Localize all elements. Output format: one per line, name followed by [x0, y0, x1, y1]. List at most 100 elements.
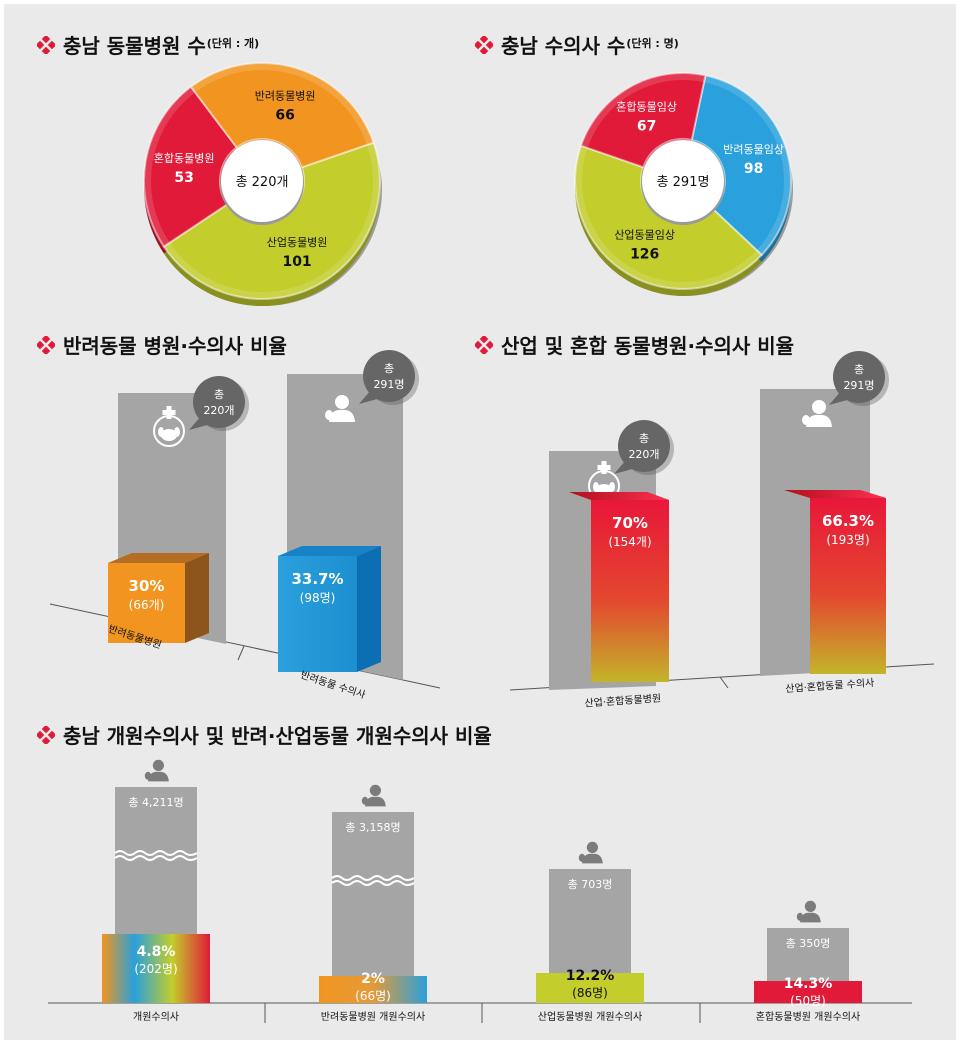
- section-title-text: 반려동물 병원·수의사 비율: [63, 334, 287, 358]
- section-title-text: 충남 개원수의사 및 반려·산업동물 개원수의사 비율: [63, 724, 492, 748]
- vet-head-icon: [335, 395, 349, 409]
- speech-bubble: [833, 351, 885, 403]
- vet-pet-icon: [802, 415, 810, 425]
- donut-slice-value: 101: [282, 254, 311, 270]
- section-unit-text: (단위 : 명): [626, 37, 679, 50]
- bar-count-label: (154개): [608, 535, 651, 549]
- vet-body-icon: [329, 409, 355, 422]
- total-label: 총: [214, 388, 224, 401]
- section-title-industrial-ratio: 산업 및 혼합 동물병원·수의사 비율: [475, 330, 794, 359]
- section-title-text: 충남 수의사 수: [501, 34, 626, 58]
- section-title-companion-ratio: 반려동물 병원·수의사 비율: [37, 330, 287, 359]
- vet-body-icon: [582, 853, 603, 864]
- section-title-hospitals: 충남 동물병원 수 (단위 : 개): [37, 30, 259, 59]
- hospital-cross-icon: [162, 410, 176, 415]
- total-label: 291명: [373, 378, 404, 391]
- donut-slice-highlight: [703, 75, 791, 255]
- donut-slice-label: 혼합동물임상: [616, 101, 677, 114]
- total-bar: [332, 812, 414, 1003]
- section-unit-text: (단위 : 개): [206, 37, 260, 50]
- share-count-label: (50명): [790, 994, 826, 1008]
- speech-bubble-tail: [359, 390, 381, 404]
- speech-bubble-tail: [189, 416, 211, 430]
- section-title-vets: 충남 수의사 수 (단위 : 명): [475, 30, 679, 59]
- total-label: 291명: [843, 379, 874, 392]
- vet-body-icon: [806, 414, 832, 427]
- total-label: 총 350명: [786, 937, 831, 950]
- bar-side: [357, 546, 381, 672]
- vet-head-icon: [152, 759, 164, 772]
- share-bar: [754, 981, 862, 1003]
- category-label: 반려동물병원 개원수의사: [321, 1011, 425, 1023]
- vet-head-icon: [804, 900, 817, 913]
- speech-bubble: [618, 420, 670, 472]
- vet-pet-icon: [796, 912, 804, 921]
- bar-percent-label: 66.3%: [822, 512, 874, 530]
- donut-slice: [690, 74, 792, 257]
- diamond-bullet-icon: [37, 35, 55, 54]
- category-label: 반려동물 수의사: [299, 669, 367, 701]
- share-bar: [319, 976, 427, 1003]
- bar-front: [810, 498, 886, 674]
- bar-top: [108, 553, 209, 563]
- donut-slice-label: 반려동물임상: [723, 143, 784, 156]
- donut-slice-highlight: [190, 63, 374, 145]
- donut-slice-label: 산업동물병원: [267, 236, 328, 249]
- dog-ear-icon: [158, 427, 164, 437]
- speech-bubble: [193, 376, 245, 428]
- share-count-label: (86명): [572, 986, 608, 1000]
- category-label: 혼합동물병원 개원수의사: [756, 1010, 860, 1023]
- bar-percent-label: 70%: [612, 514, 648, 532]
- donut-slice-highlight: [144, 86, 196, 247]
- total-label: 총 3,158명: [345, 821, 400, 834]
- donut-hole: [221, 140, 303, 222]
- vet-pet-icon: [325, 410, 333, 420]
- bar-percent-label: 30%: [129, 577, 165, 595]
- share-percent-label: 12.2%: [566, 968, 615, 984]
- diamond-bullet-icon: [37, 725, 55, 744]
- diamond-bullet-icon: [475, 35, 493, 54]
- bar-count-label: (66개): [129, 598, 165, 612]
- share-percent-label: 4.8%: [137, 944, 176, 960]
- total-label: 총: [854, 363, 864, 376]
- vet-head-icon: [369, 784, 381, 797]
- vet-head-icon: [812, 400, 826, 414]
- speech-bubble-tail: [614, 460, 636, 474]
- vet-doctor-icon: [325, 395, 355, 422]
- section-title-text: 충남 동물병원 수: [63, 34, 206, 58]
- vet-doctor-icon: [578, 841, 603, 864]
- bar-count-label: (98명): [300, 591, 336, 605]
- vet-body-icon: [800, 912, 821, 923]
- section-title-text: 산업 및 혼합 동물병원·수의사 비율: [501, 334, 795, 358]
- bar-top: [784, 490, 886, 498]
- bar-front: [278, 556, 357, 672]
- vet-body-icon: [365, 796, 386, 807]
- vet-doctor-icon: [796, 900, 821, 923]
- vet-doctor-icon: [361, 784, 386, 807]
- donut-slice-highlight: [580, 73, 706, 148]
- donut-slice-value: 66: [275, 107, 294, 123]
- bar-count-label: (193명): [826, 533, 869, 547]
- dog-ear-icon: [174, 427, 180, 437]
- dog-ear-icon: [593, 482, 599, 492]
- vet-body-icon: [148, 771, 169, 782]
- total-label: 총 703명: [568, 878, 613, 891]
- donut-slice-value: 98: [744, 161, 763, 177]
- diamond-bullet-icon: [37, 335, 55, 354]
- axis-tick: [719, 676, 729, 689]
- vet-pet-icon: [578, 853, 586, 862]
- vet-pet-icon: [144, 771, 152, 780]
- axis-break-wave: [331, 875, 415, 881]
- dog-face-icon: [161, 429, 177, 441]
- bar-top: [278, 546, 381, 556]
- donut-slice: [579, 72, 707, 169]
- bar-top: [569, 492, 669, 500]
- diamond-bullet-icon: [475, 335, 493, 354]
- bar-front: [591, 500, 669, 682]
- hospital-cross-icon: [597, 465, 611, 470]
- vet-pet-icon: [361, 796, 369, 805]
- donut-slice-label: 혼합동물병원: [154, 152, 215, 165]
- total-label: 총 4,211명: [128, 796, 183, 809]
- speech-bubble-tail: [829, 391, 851, 405]
